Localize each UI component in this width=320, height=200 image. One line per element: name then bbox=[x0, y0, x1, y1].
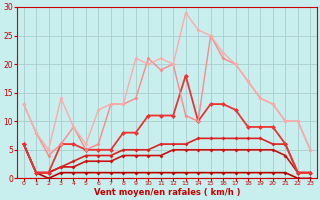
X-axis label: Vent moyen/en rafales ( km/h ): Vent moyen/en rafales ( km/h ) bbox=[94, 188, 240, 197]
